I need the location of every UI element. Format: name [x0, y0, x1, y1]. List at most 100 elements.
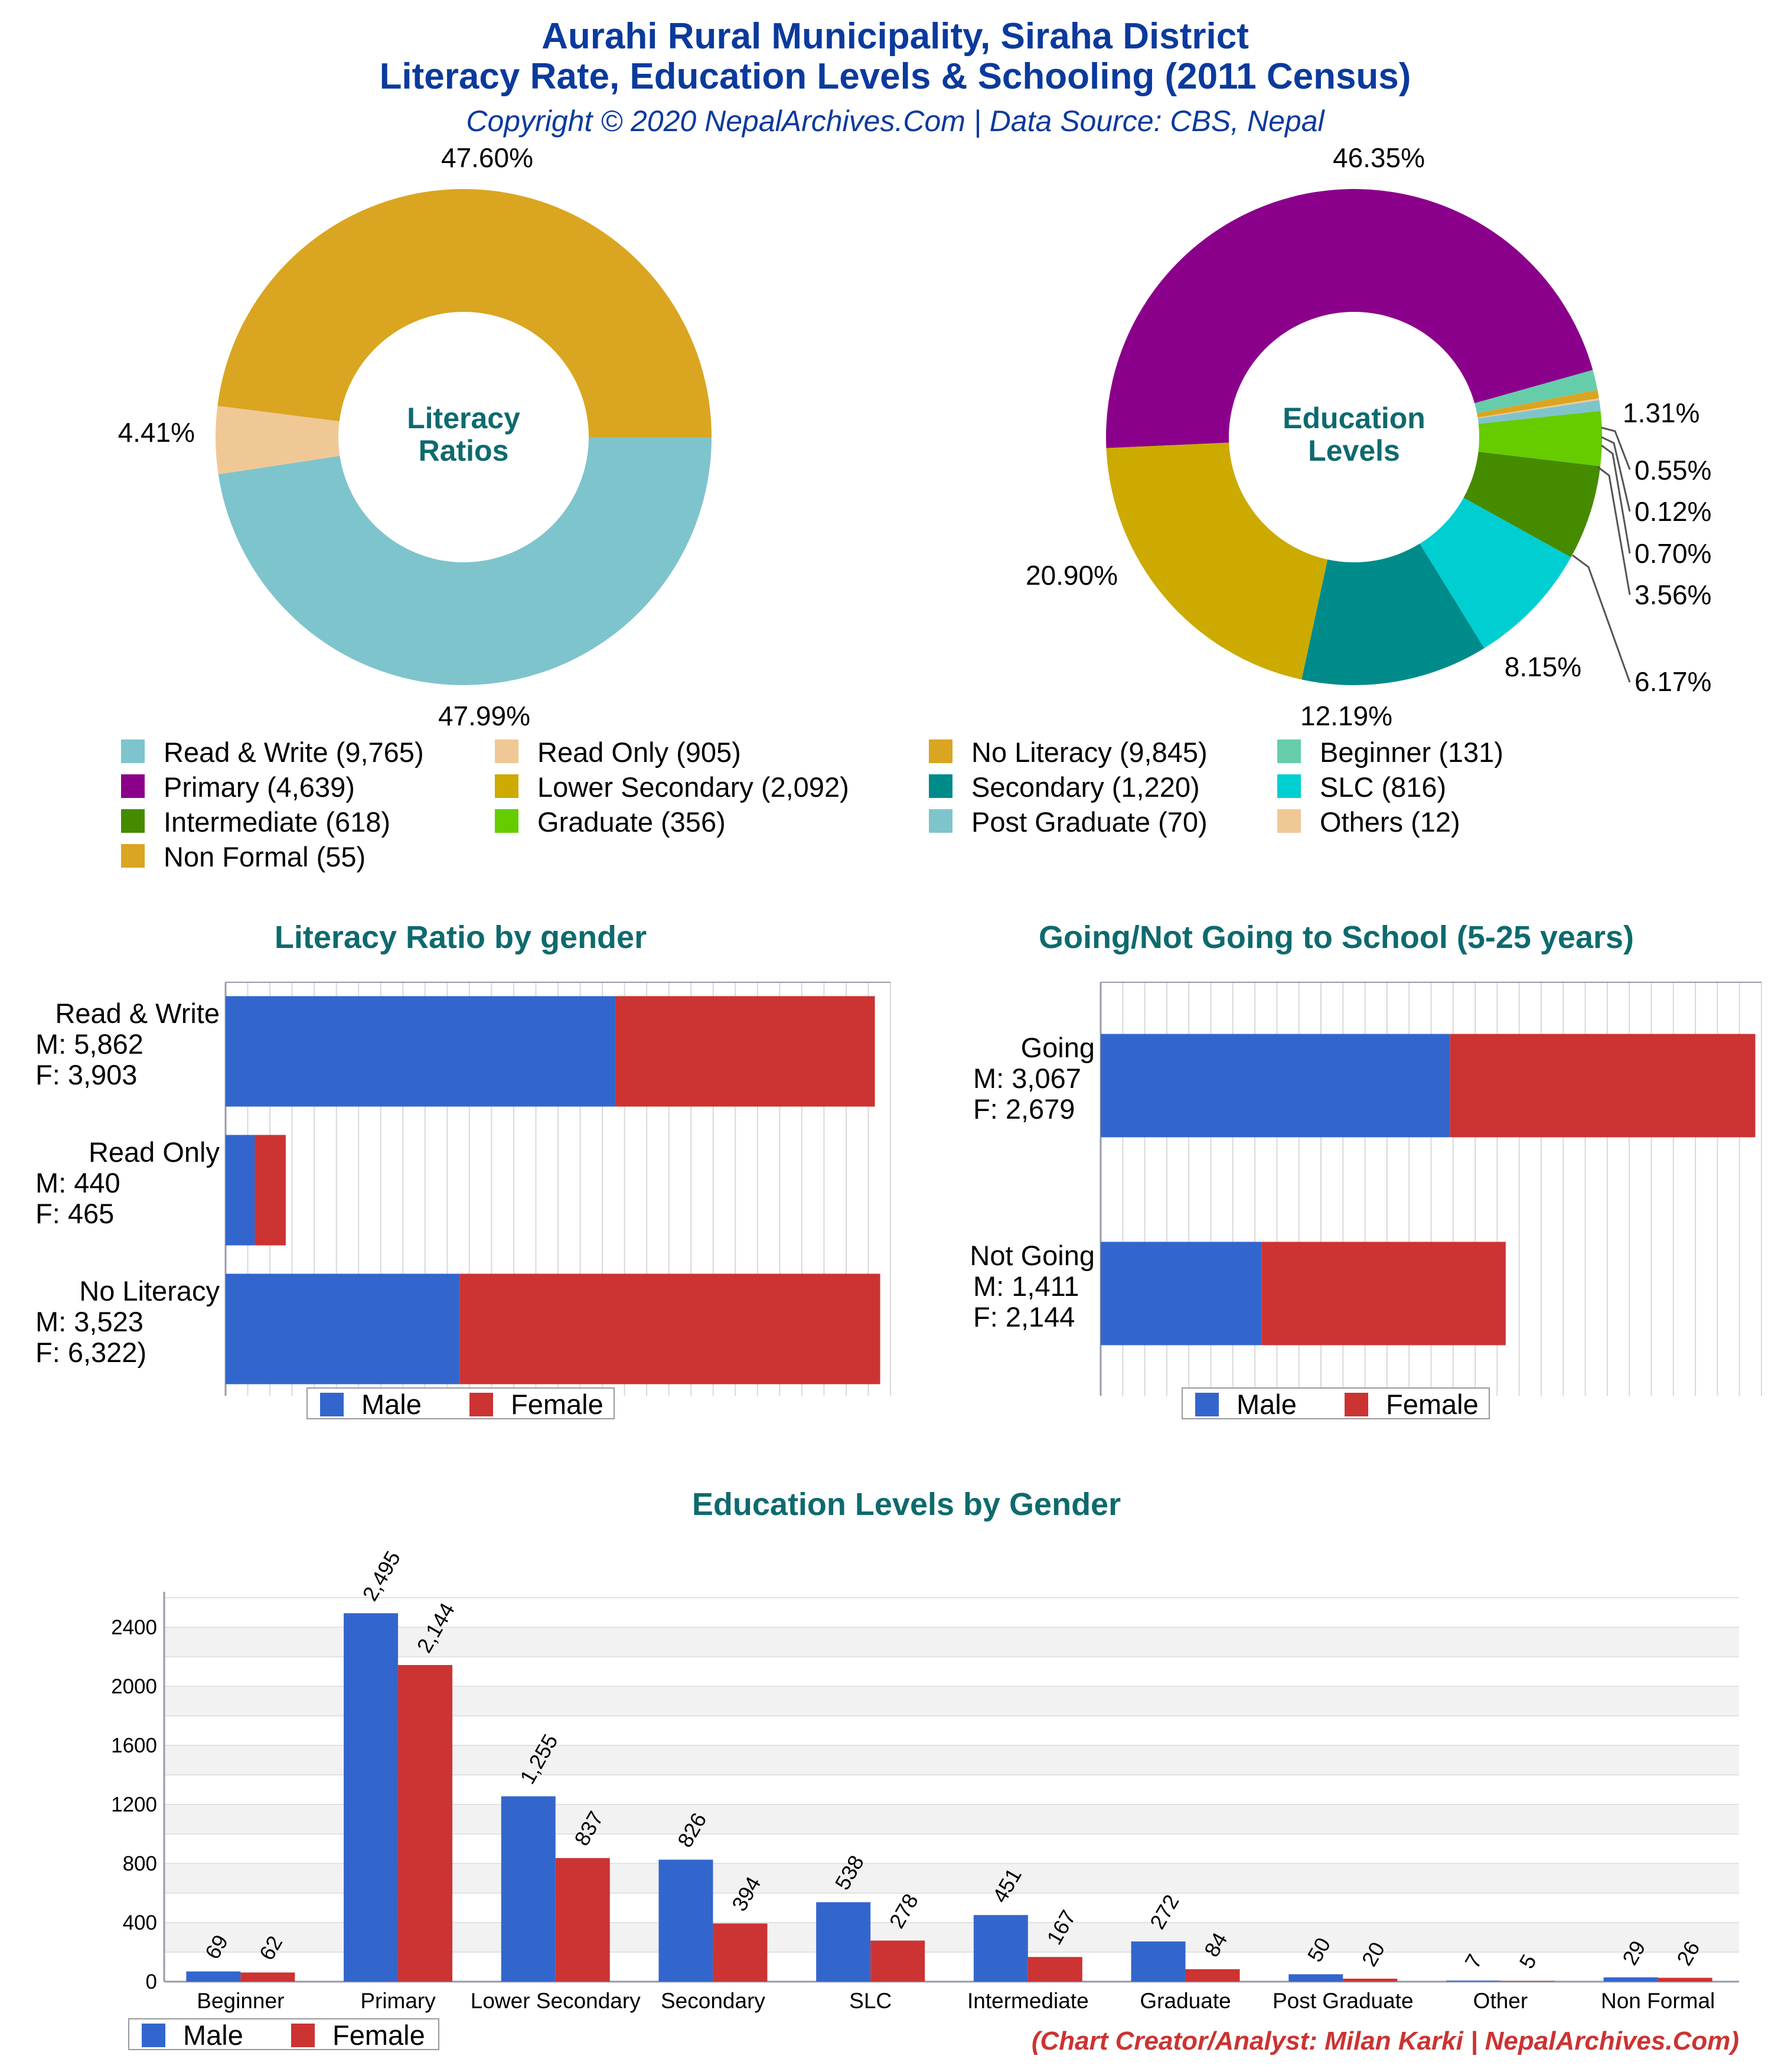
literacy-ratios-center-label-1: Literacy [407, 402, 520, 435]
category-label-not-going-1: M: 1,411 [973, 1270, 1079, 1302]
category-label-not-going-0: Not Going [970, 1240, 1095, 1271]
category-label-going-1: M: 3,067 [973, 1063, 1081, 1094]
legend-label-lower-secondary-2-092: Lower Secondary (2,092) [537, 771, 849, 803]
category-label-read-write-1: M: 5,862 [35, 1028, 143, 1060]
bar-female-primary [398, 1665, 453, 1982]
bar-male-beginner [186, 1971, 241, 1982]
bar-female-read-only [255, 1135, 286, 1246]
pct-others: 0.12% [1635, 496, 1711, 527]
slice-beginner [1474, 370, 1598, 413]
slice-no-literacy [217, 188, 712, 437]
legend-label-beginner-131: Beginner (131) [1320, 737, 1503, 768]
bar-female-post-graduate [1343, 1979, 1398, 1982]
gender-legend-box [306, 1387, 615, 1419]
pct-no-literacy: 47.99% [438, 701, 530, 731]
education-levels-center-label-2: Levels [1308, 434, 1400, 467]
x-tick-slc: SLC [849, 1989, 892, 2013]
category-label-read-only-0: Read Only [89, 1136, 220, 1168]
category-label-going-0: Going [1021, 1032, 1095, 1063]
legend-label-non-formal-55: Non Formal (55) [164, 841, 366, 872]
pct-primary: 46.35% [1333, 142, 1425, 173]
legend-swatch-female [1345, 1393, 1368, 1416]
legend-label-secondary-1-220: Secondary (1,220) [971, 771, 1200, 803]
value-label-female-other: 5 [1514, 1950, 1541, 1973]
pct-intermediate: 6.17% [1635, 666, 1711, 697]
x-tick-graduate: Graduate [1140, 1989, 1231, 2013]
legend-swatch-slc-816 [1277, 774, 1301, 798]
x-tick-secondary: Secondary [661, 1989, 765, 2013]
bar-female-non-formal [1658, 1977, 1712, 1982]
pct-slc: 8.15% [1505, 651, 1581, 682]
slice-others [1477, 398, 1600, 419]
legend-swatch-primary-4-639 [121, 774, 145, 798]
bar-male-graduate [1131, 1941, 1186, 1982]
pct-non-formal: 0.55% [1635, 455, 1711, 486]
education-levels-donut [1106, 188, 1602, 685]
legend-label-female: Female [511, 1389, 603, 1420]
bar-male-slc [816, 1902, 871, 1982]
education-levels-center-label-1: Education [1283, 402, 1425, 435]
title-line-1: Aurahi Rural Municipality, Siraha Distri… [541, 16, 1249, 57]
bar-male-not-going [1101, 1242, 1262, 1346]
x-tick-primary: Primary [360, 1989, 436, 2013]
legend-swatch-male [1195, 1393, 1219, 1416]
bar-female-beginner [240, 1972, 295, 1982]
grid-band [164, 1627, 1739, 1657]
bar-female-not-going [1261, 1242, 1506, 1346]
legend-swatch-beginner-131 [1277, 739, 1301, 763]
bar-male-primary [344, 1613, 399, 1982]
slice-secondary [1301, 543, 1485, 685]
pct-beginner: 1.31% [1623, 398, 1699, 428]
legend-label-male: Male [361, 1389, 422, 1420]
y-tick-2000: 2000 [111, 1675, 157, 1698]
slice-lower-secondary [1106, 442, 1328, 680]
slice-read-only [216, 406, 340, 475]
y-tick-1600: 1600 [111, 1734, 157, 1757]
legend-swatch-non-formal-55 [121, 844, 145, 868]
bar-female-other [1500, 1980, 1555, 1982]
bar-male-post-graduate [1288, 1974, 1343, 1982]
pct-graduate: 3.56% [1635, 579, 1711, 610]
x-tick-lower-secondary: Lower Secondary [471, 1989, 641, 2013]
bar-female-read-write [615, 996, 875, 1107]
bar-female-no-literacy [459, 1273, 880, 1384]
y-tick-0: 0 [146, 1970, 157, 1993]
legend-swatch-lower-secondary-2-092 [495, 774, 518, 798]
slice-non-formal [1477, 389, 1599, 418]
bar-female-slc [870, 1940, 925, 1982]
value-label-male-primary: 2,495 [357, 1547, 405, 1605]
slice-graduate [1478, 411, 1602, 467]
legend-swatch-others-12 [1277, 809, 1301, 833]
legend-label-read-write-9-765: Read & Write (9,765) [164, 737, 424, 768]
legend-label-no-literacy-9-845: No Literacy (9,845) [971, 737, 1208, 768]
category-label-no-literacy-2: F: 6,322) [35, 1337, 146, 1368]
legend-swatch-female [469, 1393, 493, 1416]
y-tick-1200: 1200 [111, 1793, 157, 1816]
pct-read-write: 47.60% [441, 142, 533, 173]
literacy-ratios-center-label-2: Ratios [419, 434, 509, 467]
x-tick-non-formal: Non Formal [1601, 1989, 1715, 2013]
school-going-title: Going/Not Going to School (5-25 years) [1039, 920, 1634, 955]
x-tick-other: Other [1473, 1989, 1528, 2013]
pct-read-only: 4.41% [118, 417, 195, 448]
slice-intermediate [1463, 451, 1601, 558]
legend-swatch-no-literacy-9-845 [929, 739, 952, 763]
legend-label-read-only-905: Read Only (905) [537, 737, 741, 768]
pct-secondary: 12.19% [1300, 701, 1392, 731]
category-label-not-going-2: F: 2,144 [973, 1301, 1075, 1333]
value-label-male-other: 7 [1460, 1950, 1487, 1972]
bar-male-lower-secondary [501, 1796, 556, 1982]
category-label-read-write-2: F: 3,903 [35, 1059, 137, 1090]
legend-label-post-graduate-70: Post Graduate (70) [971, 806, 1208, 838]
slice-primary [1106, 188, 1593, 448]
legend-swatch-male [142, 2024, 165, 2047]
education-leader-lines [1572, 426, 1631, 683]
slice-slc [1420, 497, 1571, 649]
legend-swatch-secondary-1-220 [929, 774, 952, 798]
legend-label-female: Female [332, 2019, 425, 2051]
legend-swatch-male [320, 1393, 344, 1416]
legend-swatch-post-graduate-70 [929, 809, 952, 833]
category-label-read-only-2: F: 465 [35, 1198, 114, 1229]
